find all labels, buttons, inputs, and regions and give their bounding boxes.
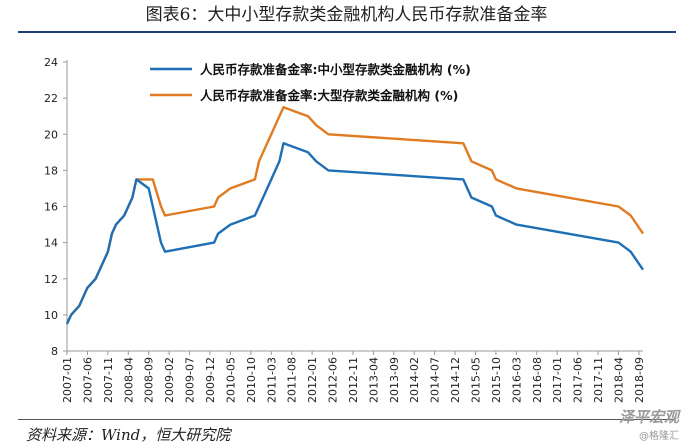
watermark-handle: @格隆汇 bbox=[639, 431, 679, 442]
x-tick-label: 2018-04 bbox=[612, 357, 625, 403]
x-tick-label: 2009-12 bbox=[204, 357, 217, 403]
chart-series bbox=[65, 105, 644, 325]
source-note: 资料来源：Wind，恒大研究院 bbox=[26, 426, 231, 444]
y-tick-label: 14 bbox=[44, 237, 58, 250]
page-title: 图表6：大中小型存款类金融机构人民币存款准备金率 bbox=[145, 5, 548, 25]
x-tick-label: 2010-10 bbox=[245, 357, 258, 403]
legend-large-label: 人民币存款准备金率:大型存款类金融机构 (%) bbox=[200, 88, 458, 103]
y-tick-label: 8 bbox=[51, 345, 58, 358]
y-tick-label: 10 bbox=[44, 309, 58, 322]
x-tick-label: 2016-03 bbox=[510, 357, 523, 403]
series-large-line bbox=[65, 105, 644, 325]
watermark-brand: 泽平宏观 bbox=[618, 408, 679, 426]
x-tick-label: 2007-11 bbox=[102, 357, 115, 403]
legend-small-medium-label: 人民币存款准备金率:中小型存款类金融机构 (%) bbox=[200, 62, 471, 77]
x-tick-label: 2007-06 bbox=[81, 357, 94, 403]
y-tick-label: 22 bbox=[44, 92, 58, 105]
x-axis-ticks: 2007-01 2007-06 2007-11 2008-04 2008-09 2009-… bbox=[61, 351, 646, 403]
x-tick-label: 2008-04 bbox=[122, 357, 135, 403]
x-tick-label: 2012-01 bbox=[306, 357, 319, 403]
x-tick-label: 2012-06 bbox=[327, 357, 340, 403]
title-divider bbox=[18, 31, 676, 33]
watermark: 泽平宏观 @格隆汇 bbox=[619, 406, 679, 442]
x-tick-label: 2014-12 bbox=[449, 357, 462, 403]
x-tick-label: 2014-07 bbox=[429, 357, 442, 403]
y-axis-ticks: 8 10 12 14 16 18 20 22 24 bbox=[44, 56, 67, 358]
y-tick-label: 18 bbox=[44, 164, 58, 177]
x-tick-label: 2007-01 bbox=[61, 357, 74, 403]
chart-legend: 人民币存款准备金率:中小型存款类金融机构 (%) 人民币存款准备金率:大型存款类金… bbox=[150, 62, 471, 103]
x-tick-label: 2013-09 bbox=[388, 357, 401, 403]
x-tick-label: 2017-01 bbox=[551, 357, 564, 403]
y-tick-label: 12 bbox=[44, 273, 58, 286]
source-divider bbox=[18, 419, 676, 420]
x-tick-label: 2009-02 bbox=[163, 357, 176, 403]
x-tick-label: 2012-11 bbox=[347, 357, 360, 403]
x-tick-label: 2017-11 bbox=[592, 357, 605, 403]
x-tick-label: 2008-09 bbox=[143, 357, 156, 403]
x-tick-label: 2017-06 bbox=[572, 357, 585, 403]
x-tick-label: 2018-09 bbox=[633, 357, 646, 403]
x-tick-label: 2013-04 bbox=[367, 357, 380, 403]
x-tick-label: 2015-05 bbox=[470, 357, 483, 403]
x-tick-label: 2015-10 bbox=[490, 357, 503, 403]
chart-axes bbox=[66, 60, 643, 352]
x-tick-label: 2009-07 bbox=[184, 357, 197, 403]
y-tick-label: 24 bbox=[44, 56, 58, 69]
y-tick-label: 16 bbox=[44, 201, 58, 214]
x-tick-label: 2016-08 bbox=[531, 357, 544, 403]
x-tick-label: 2011-08 bbox=[286, 357, 299, 403]
x-tick-label: 2014-02 bbox=[408, 357, 421, 403]
x-tick-label: 2010-05 bbox=[224, 357, 237, 403]
y-tick-label: 20 bbox=[44, 128, 58, 141]
series-small-medium-line bbox=[65, 142, 644, 325]
x-tick-label: 2011-03 bbox=[265, 357, 278, 403]
